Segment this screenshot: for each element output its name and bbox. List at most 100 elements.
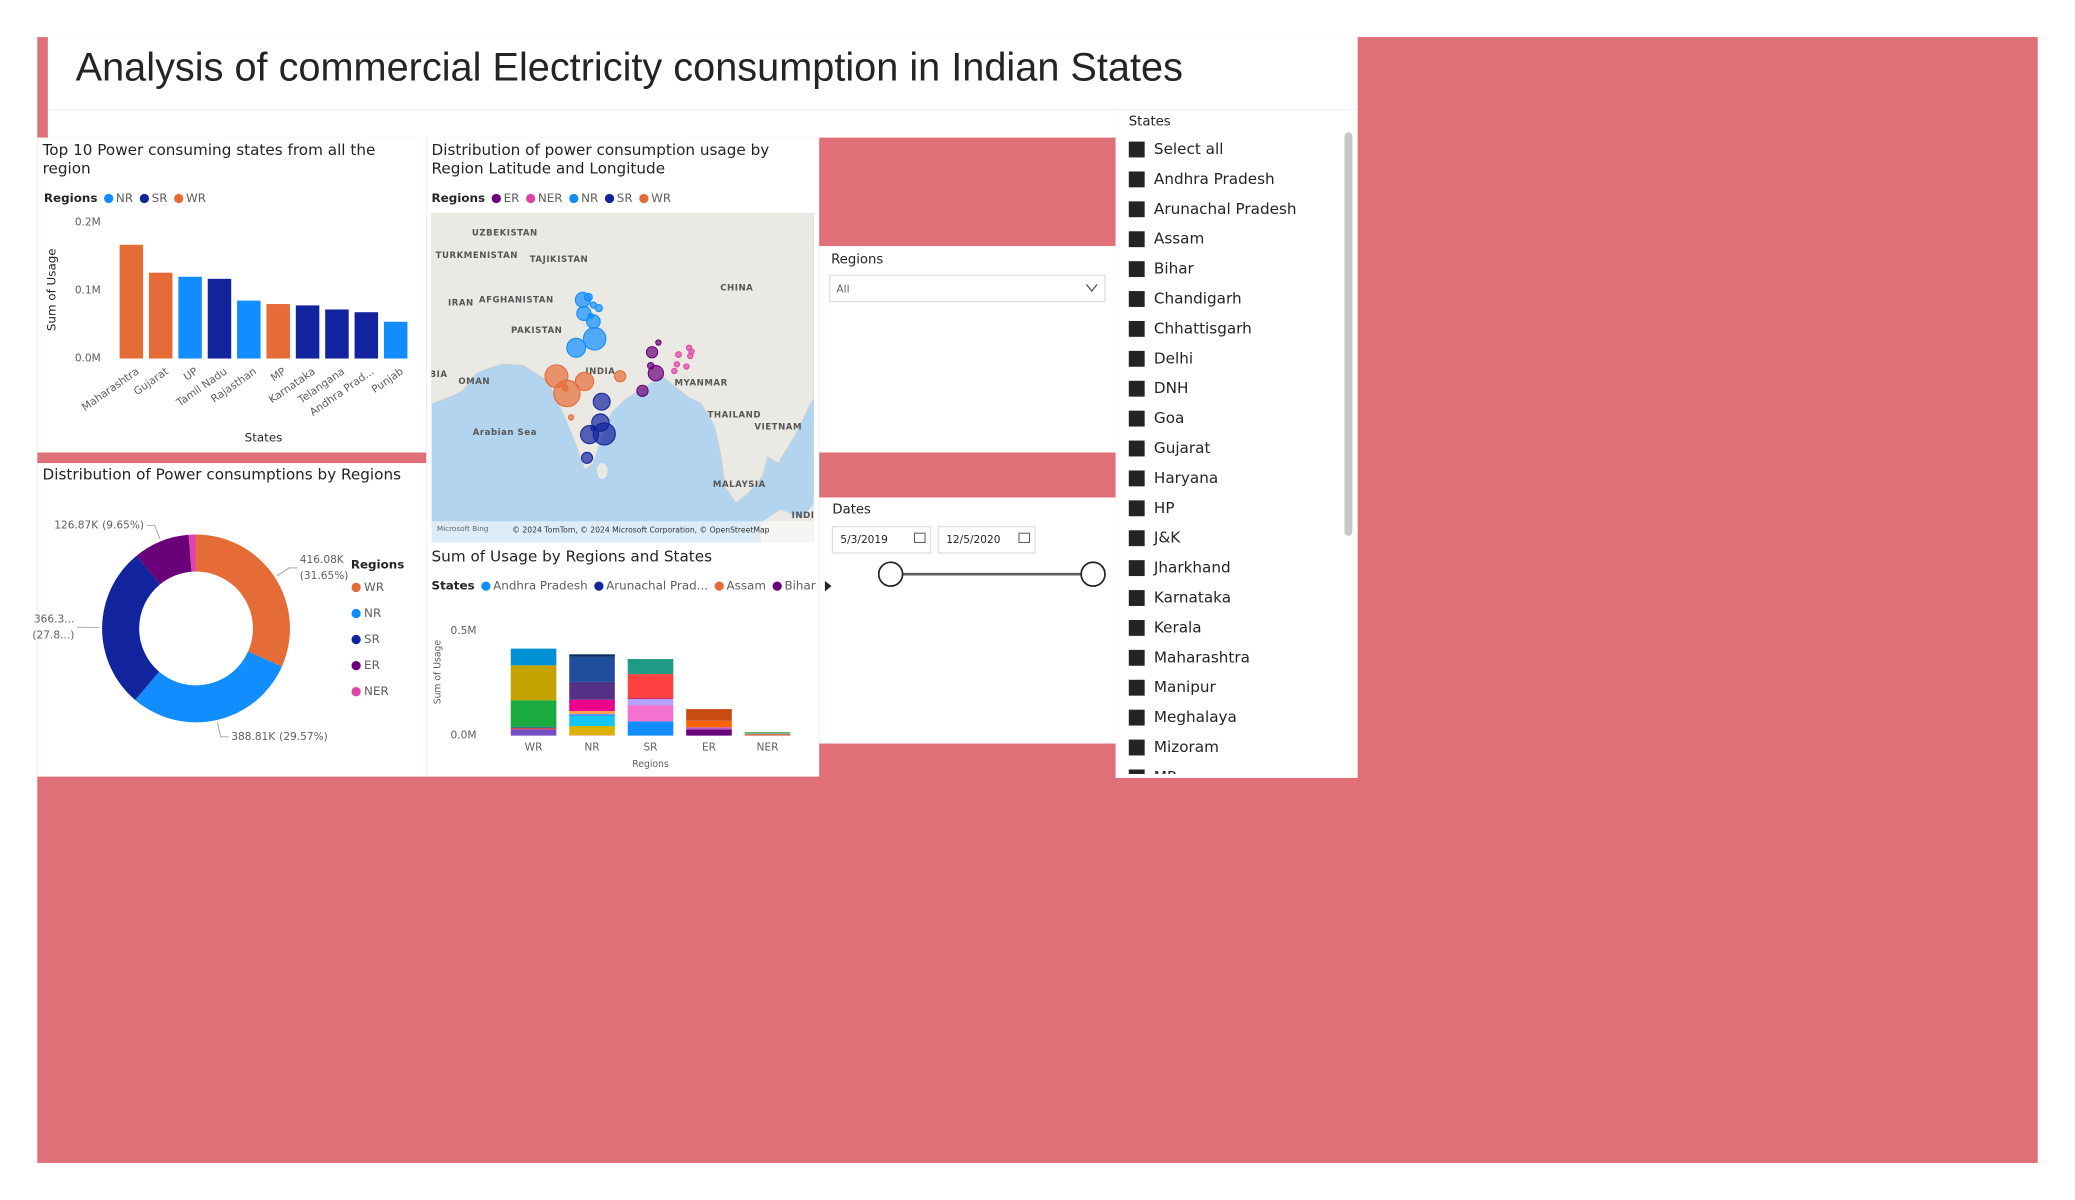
- state-option: Bihar: [1154, 260, 1195, 278]
- state-option: MP: [1154, 768, 1176, 786]
- checkbox[interactable]: [1128, 440, 1145, 457]
- bubble: [574, 371, 595, 392]
- bubble: [566, 337, 587, 358]
- checkbox[interactable]: [1128, 560, 1145, 577]
- map-label: PAKISTAN: [511, 326, 562, 336]
- date-end: 12/5/2020: [946, 534, 1001, 546]
- slider-handle[interactable]: [1080, 561, 1106, 587]
- state-option: Chhattisgarh: [1154, 319, 1252, 337]
- legend-label: NER: [538, 191, 563, 205]
- donut-slice: [135, 651, 282, 723]
- legend-label: ER: [364, 658, 380, 672]
- state-option: Meghalaya: [1154, 708, 1237, 726]
- leader-line: [217, 722, 229, 738]
- bar: [148, 272, 173, 359]
- state-option: Goa: [1154, 409, 1184, 427]
- legend-label: Assam: [727, 579, 766, 593]
- bubble: [581, 451, 594, 464]
- chart-title-wrap: Distribution of power consumption usage …: [432, 140, 770, 177]
- legend-marker: [351, 608, 361, 619]
- data-label: 126.87K: [54, 519, 99, 531]
- x-axis-title: Regions: [632, 759, 669, 770]
- legend-label: NER: [364, 684, 389, 698]
- data-label-percent: (27.8...): [32, 629, 74, 641]
- checkbox[interactable]: [1128, 350, 1145, 367]
- checkbox[interactable]: [1128, 201, 1145, 218]
- chart-title-wrap: Top 10 Power consuming states from all t…: [43, 140, 376, 177]
- data-label: 416.08K: [300, 554, 345, 566]
- legend-marker: [104, 193, 114, 204]
- legend-marker: [351, 687, 361, 697]
- legend-marker: [639, 193, 649, 204]
- state-option: Arunachal Pradesh: [1154, 200, 1297, 218]
- checkbox[interactable]: [1128, 470, 1145, 487]
- dropdown-value: All: [836, 284, 849, 296]
- bar-segment: [569, 716, 615, 727]
- x-tick-label: SR: [643, 742, 658, 754]
- checkbox[interactable]: [1128, 679, 1145, 696]
- bubble: [647, 365, 665, 382]
- bar: [354, 312, 379, 359]
- legend-title: Regions: [44, 191, 98, 205]
- scrollbar[interactable]: [1344, 132, 1353, 536]
- leader-line: [276, 567, 298, 577]
- legend-marker: [714, 581, 724, 591]
- bar-segment: [627, 705, 674, 722]
- panel: [426, 542, 820, 777]
- data-label-percent: (9.65%): [102, 519, 144, 531]
- donut-slice: [102, 555, 161, 700]
- donut-slice: [196, 534, 290, 667]
- checkbox[interactable]: [1128, 380, 1145, 397]
- checkbox[interactable]: [1128, 261, 1145, 278]
- calendar-icon: [913, 532, 926, 543]
- bar-segment: [744, 732, 791, 733]
- state-option: Assam: [1154, 230, 1204, 248]
- chart-title: Sum of Usage by Regions and States: [432, 548, 713, 566]
- checkbox[interactable]: [1128, 500, 1145, 517]
- checkbox[interactable]: [1128, 141, 1145, 158]
- map-label: MYANMAR: [674, 378, 727, 388]
- checkbox[interactable]: [1128, 739, 1145, 756]
- page-title: Analysis of commercial Electricity consu…: [76, 46, 1183, 90]
- legend-title: Regions: [351, 557, 405, 571]
- y-tick-label: 0.5M: [451, 625, 477, 637]
- state-option: Kerala: [1154, 618, 1202, 636]
- bar-segment: [686, 727, 732, 730]
- state-option: Gujarat: [1154, 439, 1211, 457]
- title-panel-lower: [47, 109, 1116, 138]
- legend-scroll-arrow: [824, 580, 832, 592]
- checkbox[interactable]: [1128, 649, 1145, 666]
- checkbox[interactable]: [1128, 320, 1145, 337]
- checkbox[interactable]: [1128, 769, 1145, 785]
- state-option: DNH: [1154, 379, 1189, 397]
- data-label: 388.81K: [231, 731, 276, 743]
- dropdown[interactable]: [829, 274, 1106, 303]
- bar-segment: [569, 714, 615, 717]
- state-option: Maharashtra: [1154, 648, 1250, 666]
- checkbox[interactable]: [1128, 619, 1145, 636]
- checkbox[interactable]: [1128, 171, 1145, 188]
- map-label: MALAYSIA: [713, 480, 766, 490]
- bubble: [553, 379, 581, 408]
- donut-slice: [188, 534, 197, 572]
- map-label: CHINA: [720, 283, 753, 293]
- checkbox[interactable]: [1128, 530, 1145, 547]
- bar-segment: [510, 729, 557, 736]
- checkbox[interactable]: [1128, 590, 1145, 606]
- legend-label: ER: [504, 191, 520, 205]
- checkbox[interactable]: [1128, 709, 1145, 726]
- y-tick-label: 0.2M: [75, 216, 101, 228]
- checkbox[interactable]: [1128, 291, 1145, 307]
- legend-label: WR: [364, 580, 384, 594]
- legend-marker: [174, 193, 184, 204]
- checkbox[interactable]: [1128, 231, 1145, 248]
- panel: [1115, 109, 1358, 778]
- bubble: [683, 363, 690, 370]
- state-option: Chandigarh: [1154, 290, 1242, 308]
- bar: [295, 305, 320, 359]
- slider-handle[interactable]: [877, 561, 904, 587]
- legend-marker: [139, 193, 149, 204]
- checkbox[interactable]: [1128, 410, 1145, 427]
